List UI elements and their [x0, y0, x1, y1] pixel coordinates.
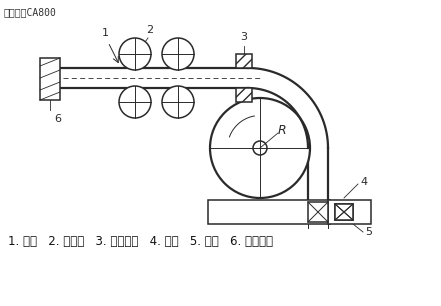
Circle shape — [119, 86, 151, 118]
Circle shape — [162, 38, 194, 70]
Bar — [208, 200, 330, 224]
Text: 2: 2 — [146, 25, 153, 35]
Circle shape — [253, 141, 267, 155]
Bar — [236, 88, 252, 102]
Text: 版权所有CA800: 版权所有CA800 — [4, 7, 57, 17]
Text: 1: 1 — [101, 28, 108, 38]
Bar — [335, 204, 353, 220]
Text: 1. 管坯   2. 导向轮   3. 中频加热   4. 夹头   5. 播臂   6. 进给小车: 1. 管坯 2. 导向轮 3. 中频加热 4. 夹头 5. 播臂 6. 进给小车 — [8, 235, 273, 248]
Bar — [335, 204, 353, 220]
Circle shape — [119, 38, 151, 70]
Text: R: R — [278, 124, 286, 136]
Text: 5: 5 — [365, 227, 372, 237]
Circle shape — [162, 86, 194, 118]
Bar — [236, 54, 252, 68]
Bar — [308, 202, 328, 222]
Bar — [40, 58, 60, 100]
Bar — [328, 200, 371, 224]
Text: 6: 6 — [54, 114, 61, 124]
Text: 4: 4 — [360, 177, 367, 187]
Circle shape — [210, 98, 310, 198]
Text: 3: 3 — [240, 32, 247, 42]
